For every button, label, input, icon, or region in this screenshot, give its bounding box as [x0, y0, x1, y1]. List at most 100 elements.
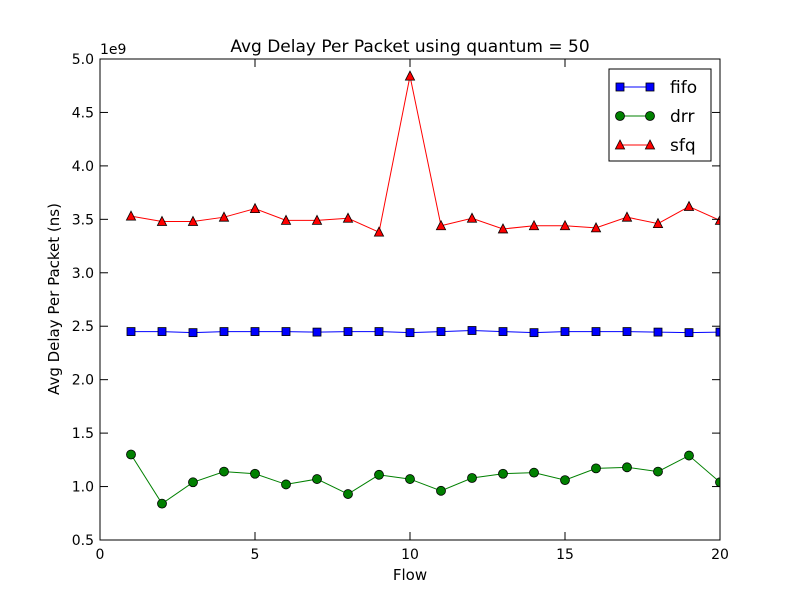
- data-point-sfq: [497, 223, 509, 234]
- data-point-sfq: [466, 212, 478, 223]
- data-point-drr: [405, 474, 415, 484]
- data-point-sfq: [373, 226, 385, 237]
- data-point-drr: [622, 462, 632, 473]
- data-point-drr: [498, 468, 508, 479]
- series-drr: [126, 449, 720, 509]
- legend-item-drr: drr: [615, 107, 694, 127]
- data-point-sfq: [404, 70, 416, 81]
- data-point-fifo: [653, 327, 663, 337]
- legend-marker: [614, 139, 626, 150]
- data-point-sfq: [280, 214, 292, 225]
- data-point-fifo: [312, 327, 322, 337]
- data-point-drr: [467, 473, 477, 483]
- y-tick-label: 2.0: [72, 373, 94, 389]
- data-point-sfq: [528, 219, 540, 231]
- data-point-drr: [653, 466, 663, 477]
- data-point-drr: [436, 485, 446, 496]
- data-point-drr: [312, 474, 322, 484]
- data-point-drr: [250, 468, 260, 479]
- data-point-sfq: [249, 202, 261, 214]
- data-point-fifo: [188, 328, 198, 338]
- data-point-fifo: [250, 327, 260, 336]
- x-tick-label: 10: [401, 547, 419, 563]
- legend-frame: [608, 68, 712, 162]
- data-point-drr: [343, 489, 353, 499]
- data-point-drr: [529, 467, 539, 478]
- data-point-sfq: [125, 210, 137, 221]
- data-point-sfq: [342, 212, 354, 223]
- data-point-drr: [188, 477, 198, 488]
- series-fifo: [126, 326, 720, 338]
- data-point-sfq: [187, 215, 199, 226]
- legend-label: fifo: [670, 78, 697, 98]
- data-point-fifo: [343, 327, 353, 336]
- data-point-drr: [591, 463, 601, 474]
- series-line-fifo: [131, 329, 720, 334]
- x-axis-title: Flow: [393, 566, 427, 584]
- legend-marker: [645, 111, 655, 121]
- data-point-sfq: [156, 215, 168, 226]
- x-tick-label: 0: [96, 547, 105, 563]
- data-point-sfq: [683, 200, 695, 211]
- data-point-drr: [157, 498, 167, 509]
- legend-item-fifo: fifo: [615, 78, 697, 98]
- data-point-fifo: [560, 327, 570, 336]
- x-tick-label: 5: [251, 547, 260, 563]
- y-tick-label: 5.0: [72, 52, 94, 68]
- series-line-sfq: [130, 76, 720, 233]
- legend-label: drr: [670, 107, 694, 127]
- y-axis-title: Avg Delay Per Packet (ns): [45, 203, 63, 395]
- legend-marker: [645, 82, 655, 92]
- data-point-sfq: [621, 211, 633, 222]
- y-tick-label: 4.0: [72, 159, 94, 175]
- legend-label: sfq: [670, 136, 696, 156]
- legend-item-sfq: sfq: [614, 136, 696, 156]
- legend-marker: [615, 82, 625, 92]
- data-point-fifo: [126, 327, 136, 336]
- data-point-fifo: [684, 328, 694, 338]
- data-point-drr: [715, 477, 720, 488]
- data-point-fifo: [374, 327, 384, 336]
- data-point-drr: [281, 479, 291, 490]
- data-point-fifo: [436, 327, 446, 336]
- x-tick-label: 15: [556, 547, 574, 563]
- data-point-fifo: [405, 328, 415, 338]
- data-point-drr: [219, 466, 229, 477]
- y-tick-label: 1.5: [72, 426, 94, 442]
- data-point-fifo: [591, 327, 601, 336]
- data-point-sfq: [590, 222, 602, 233]
- data-point-drr: [374, 469, 384, 480]
- y-tick-label: 3.0: [72, 266, 94, 282]
- data-point-fifo: [219, 327, 229, 336]
- data-point-sfq: [218, 211, 230, 222]
- legend-marker: [644, 139, 656, 150]
- y-tick-label: 0.5: [72, 533, 94, 549]
- plot-frame: [99, 58, 721, 541]
- data-point-fifo: [498, 327, 508, 336]
- data-point-fifo: [467, 326, 477, 335]
- y-tick-label: 2.5: [72, 319, 94, 335]
- data-point-sfq: [435, 219, 447, 231]
- data-point-fifo: [715, 327, 720, 337]
- x-tick-label: 20: [711, 547, 729, 563]
- data-point-fifo: [157, 327, 167, 336]
- data-point-sfq: [311, 214, 323, 225]
- y-offset-label: 1e9: [100, 42, 126, 58]
- data-point-fifo: [622, 327, 632, 336]
- data-point-drr: [684, 450, 694, 461]
- data-point-drr: [560, 475, 570, 486]
- legend: fifo drr sfq: [608, 68, 712, 162]
- chart-title: Avg Delay Per Packet using quantum = 50: [230, 37, 589, 57]
- legend-marker: [615, 111, 625, 121]
- series-line-drr: [130, 454, 720, 505]
- series-sfq: [125, 70, 720, 237]
- y-tick-label: 4.5: [72, 105, 94, 121]
- data-point-sfq: [652, 217, 664, 229]
- data-point-drr: [126, 449, 136, 460]
- data-point-fifo: [529, 328, 539, 338]
- data-point-fifo: [281, 327, 291, 336]
- series-layer: [125, 70, 720, 509]
- data-point-sfq: [714, 214, 720, 225]
- y-tick-label: 1.0: [72, 480, 94, 496]
